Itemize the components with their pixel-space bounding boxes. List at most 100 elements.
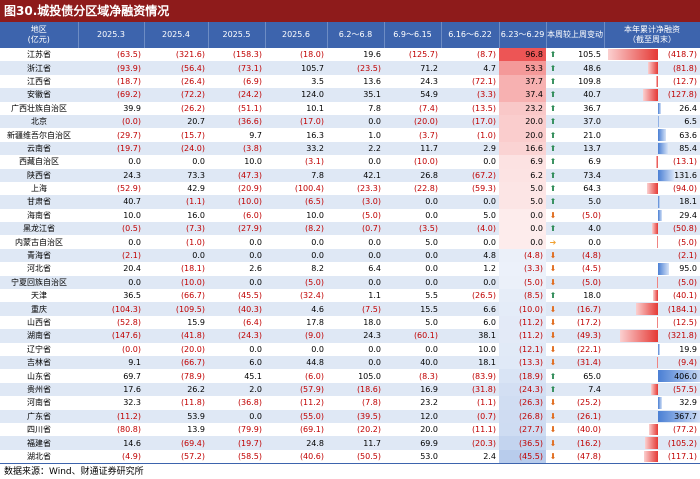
cell-text: 63.6 xyxy=(679,130,697,140)
cell-text: 21.0 xyxy=(583,130,601,140)
cell-text: 40.7 xyxy=(123,197,141,207)
cell: 0.0 xyxy=(208,343,265,356)
cell-text: (10.0) xyxy=(237,197,262,207)
cell: 0.0 xyxy=(384,262,441,275)
cell: (26.8) xyxy=(499,409,546,423)
cell: 10.1 xyxy=(265,102,327,115)
cell-text: 云南省 xyxy=(27,143,51,153)
cell-text: (16.2) xyxy=(576,438,601,448)
cell-text: (26.5) xyxy=(471,291,496,301)
cell-text: 36.5 xyxy=(123,291,141,301)
region: 山东省 xyxy=(0,369,78,382)
cell-text: 10.1 xyxy=(306,103,324,113)
cell-text: (73.1) xyxy=(237,63,262,73)
cell: (23.3) xyxy=(327,182,384,195)
cell-text: 9.7 xyxy=(249,130,262,140)
data-bar xyxy=(658,142,669,155)
cell-text: 23.2 xyxy=(525,103,543,113)
cell: 0.0 xyxy=(208,409,265,423)
cell-text: (10.0) xyxy=(413,157,438,167)
cell: (67.2) xyxy=(441,168,499,182)
cell: (69.4) xyxy=(144,436,208,450)
cell-text: (26.4) xyxy=(180,76,205,86)
cell: 0.0 xyxy=(499,208,546,223)
cell: (83.9) xyxy=(441,369,499,382)
cell-text: (20.3) xyxy=(471,438,496,448)
cell: (6.0) xyxy=(265,369,327,382)
cell: (7.3) xyxy=(144,222,208,236)
cell: 4.8 xyxy=(441,248,499,263)
cell-text: 18.0 xyxy=(363,318,381,327)
cell: (11.2) xyxy=(499,329,546,343)
cell-text: 73.4 xyxy=(583,170,601,180)
data-bar xyxy=(658,169,674,181)
cell: (59.3) xyxy=(441,182,499,195)
region: 甘肃省 xyxy=(0,195,78,209)
cell: 21.0 xyxy=(560,128,604,141)
cell-text: (51.1) xyxy=(237,103,262,113)
cell: (3.5) xyxy=(384,222,441,236)
region: 广东省 xyxy=(0,409,78,423)
cell: (10.0) xyxy=(384,155,441,168)
cell: 0.0 xyxy=(384,209,441,222)
cell: (73.1) xyxy=(208,61,265,75)
cell-text: 6.5 xyxy=(684,117,697,127)
cell: 69.9 xyxy=(384,436,441,450)
cell-text: 53.9 xyxy=(187,411,205,421)
cell-text: (8.3) xyxy=(419,371,438,381)
cell-text: (6.0) xyxy=(305,371,324,381)
cell: (36.6) xyxy=(208,114,265,129)
cell: (26.5) xyxy=(441,289,499,302)
cell: 40.0 xyxy=(384,355,441,370)
header-cell: 6.23～6.29 xyxy=(499,22,547,48)
cell-text: 15.9 xyxy=(187,318,205,327)
header-cell: 2025.4 xyxy=(144,22,209,48)
cell: 0.0 xyxy=(327,235,384,248)
cell-text: 北京 xyxy=(31,117,47,127)
region: 上海 xyxy=(0,182,78,195)
table-row: 云南省 (19.7) (24.0) (3.8) 33.2 2.2 11.7 2.9 16.6 ⬆ 1… xyxy=(0,141,700,156)
cell-text: 0.0 xyxy=(368,358,381,368)
cell: (47.8) xyxy=(560,450,604,463)
cell-text: 42.9 xyxy=(187,184,205,194)
cell-text: 19.9 xyxy=(679,344,697,354)
cell-text: (4.8) xyxy=(582,251,601,261)
cell: (4.8) xyxy=(560,248,604,263)
cell: (321.6) xyxy=(144,48,208,61)
cell-text: 24.3 xyxy=(363,331,381,341)
table-row: 浙江省 (93.9) (56.4) (73.1) 105.7 (23.5) 71.2 4.7 5… xyxy=(0,61,700,75)
header-row: 地区 (亿元) 2025.3 2025.4 2025.5 2025.6 6.2～6.8 6.9… xyxy=(0,22,700,48)
cell: (20.0) xyxy=(384,114,441,129)
table-row: 新疆维吾尔自治区 (29.7) (15.7) 9.7 16.3 1.0 (3.7) (1.0)… xyxy=(0,128,700,142)
data-bar xyxy=(657,276,658,289)
cell-text: (52.9) xyxy=(116,184,141,194)
cell-text: (26.3) xyxy=(518,398,543,408)
trend-arrow: ⬇ xyxy=(546,355,560,370)
cell: (5.0) xyxy=(327,209,384,222)
cell: (127.8) xyxy=(604,88,700,102)
region: 天津 xyxy=(0,289,78,302)
cell: 105.5 xyxy=(560,48,604,61)
cell-text: 山西省 xyxy=(27,318,51,327)
table-row: 黑龙江省 (0.5) (7.3) (27.9) (8.2) (0.7) (3.5) (4.0)… xyxy=(0,222,700,236)
data-bar xyxy=(644,450,658,463)
region: 青海省 xyxy=(0,248,78,263)
header-text: 2025.3 xyxy=(97,30,125,39)
region: 云南省 xyxy=(0,141,78,156)
table-row: 湖北省 (4.9) (57.2) (58.5) (40.6) (50.5) 53.0 2.4 (… xyxy=(0,449,700,464)
cell: 2.2 xyxy=(327,141,384,156)
cell-text: 44.8 xyxy=(306,358,324,368)
cell-text: 0.0 xyxy=(425,344,438,354)
cell: (4.9) xyxy=(78,450,144,463)
cell: (109.5) xyxy=(144,302,208,316)
cell-text: (3.0) xyxy=(362,197,381,207)
cell: (52.8) xyxy=(78,316,144,329)
cell: 0.0 xyxy=(384,195,441,209)
cell: (1.1) xyxy=(144,195,208,209)
cell-text: 福建省 xyxy=(27,438,51,448)
cell-text: 0.0 xyxy=(249,251,262,261)
cell-text: 陕西省 xyxy=(27,170,51,180)
table-row: 重庆 (104.3) (109.5) (40.3) 4.6 (7.5) 15.5 6.6 (10… xyxy=(0,302,700,316)
cell-text: 0.0 xyxy=(530,237,543,247)
